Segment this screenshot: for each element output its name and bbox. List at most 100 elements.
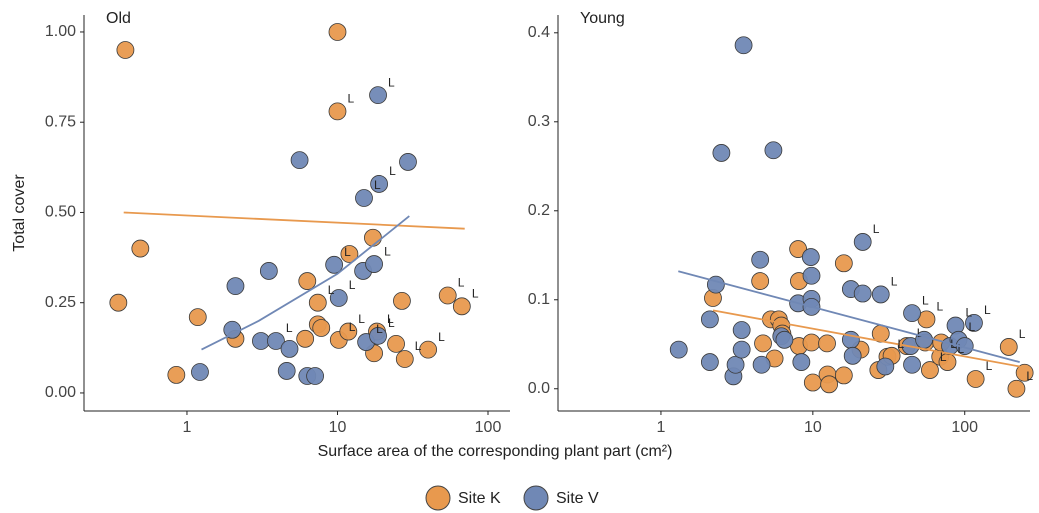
point	[226, 277, 245, 295]
point	[223, 320, 242, 339]
point	[726, 355, 745, 374]
point	[754, 334, 772, 353]
point-label: L	[344, 245, 351, 259]
point-label: L	[472, 286, 479, 300]
fit-line	[678, 270, 1020, 363]
point	[820, 375, 839, 394]
point	[355, 189, 373, 207]
point-label: L	[384, 244, 391, 258]
point	[328, 102, 347, 121]
legend-label: Site K	[458, 490, 501, 507]
point	[999, 338, 1018, 356]
point-label: L	[922, 293, 929, 307]
point	[329, 289, 348, 307]
point	[903, 304, 921, 323]
point-label: L	[966, 306, 973, 320]
point	[734, 36, 753, 55]
point-label: L	[897, 337, 904, 351]
point	[328, 23, 347, 41]
point	[399, 153, 417, 171]
x-axis-label: Surface area of the corresponding plant …	[318, 443, 673, 460]
point	[853, 284, 872, 303]
point	[669, 340, 688, 359]
x-tick-label: 1	[183, 419, 192, 436]
point	[903, 355, 921, 374]
fit-line	[123, 211, 465, 230]
point-label: L	[438, 330, 445, 344]
point	[751, 272, 770, 290]
point	[438, 286, 457, 305]
point	[802, 333, 821, 352]
point	[267, 332, 285, 350]
point	[259, 262, 278, 280]
point-label: L	[969, 320, 976, 334]
x-tick-label: 10	[804, 419, 822, 436]
point	[789, 240, 808, 258]
point	[732, 340, 751, 359]
point-label: L	[917, 326, 924, 340]
point-label: L	[347, 92, 354, 106]
y-tick-label: 0.4	[528, 24, 550, 41]
point	[369, 327, 387, 345]
legend-swatch	[523, 485, 549, 511]
point	[843, 346, 862, 365]
point	[252, 332, 270, 350]
y-axis-label: Total cover	[11, 174, 28, 252]
point	[290, 151, 309, 170]
y-tick-label: 1.00	[45, 23, 76, 40]
x-tick-label: 10	[329, 419, 347, 436]
point	[131, 239, 150, 258]
point-label: L	[891, 275, 898, 289]
point	[775, 330, 794, 349]
point-label: L	[387, 312, 394, 326]
point	[732, 321, 751, 339]
point	[853, 233, 872, 251]
point	[834, 366, 853, 385]
point-label: L	[388, 75, 395, 89]
point	[1007, 379, 1026, 398]
point	[191, 363, 209, 381]
point	[395, 350, 414, 368]
legend-label: Site V	[556, 490, 599, 507]
point	[387, 334, 405, 353]
point-label: L	[358, 312, 365, 326]
y-tick-label: 0.75	[45, 113, 76, 130]
fit-line	[201, 215, 410, 351]
point	[700, 353, 719, 371]
x-tick-label: 1	[656, 419, 665, 436]
point	[803, 373, 822, 392]
point-label: L	[1019, 327, 1026, 341]
point	[834, 254, 853, 273]
point-label: L	[873, 222, 880, 236]
point	[277, 362, 296, 380]
y-tick-label: 0.00	[45, 384, 76, 401]
point	[802, 266, 821, 285]
point	[364, 228, 382, 247]
y-tick-label: 0.3	[528, 113, 550, 130]
point-label: L	[286, 321, 293, 335]
y-tick-label: 0.2	[528, 202, 550, 219]
point-label: L	[458, 276, 465, 290]
y-tick-label: 0.0	[528, 380, 550, 397]
point	[801, 248, 820, 266]
point	[312, 319, 331, 337]
fit-line	[712, 309, 1020, 368]
point	[965, 314, 983, 332]
point-label: L	[349, 278, 356, 292]
point	[306, 367, 324, 385]
point	[700, 310, 719, 329]
point	[116, 41, 135, 59]
x-tick-label: 100	[475, 419, 502, 436]
y-tick-label: 0.25	[45, 294, 76, 311]
point-label: L	[940, 350, 947, 364]
point-label: L	[957, 342, 964, 356]
point-label: L	[389, 164, 396, 178]
point-label: L	[936, 300, 943, 314]
point	[764, 141, 783, 160]
point	[280, 340, 299, 358]
point	[706, 275, 725, 294]
point	[308, 293, 327, 312]
point	[167, 366, 186, 384]
point	[419, 340, 438, 359]
